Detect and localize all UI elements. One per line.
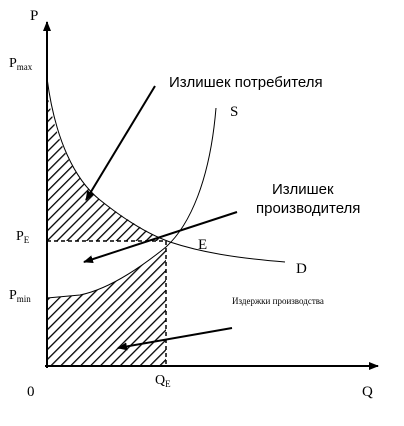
pmin-label-sub: min xyxy=(17,294,32,304)
pmax-label: Pmax xyxy=(9,56,33,72)
producer-surplus-label-line2: производителя xyxy=(256,200,360,217)
production-costs-label: Издержки производства xyxy=(232,296,324,306)
qe-label-sub: E xyxy=(165,379,171,389)
qe-label-main: Q xyxy=(155,373,165,388)
demand-curve xyxy=(46,77,286,263)
producer-surplus-arrow xyxy=(83,211,238,264)
production-costs-arrow xyxy=(117,327,233,351)
pe-label-main: P xyxy=(16,229,24,244)
pmax-label-main: P xyxy=(9,56,17,71)
supply-label: S xyxy=(230,104,238,120)
supply-curve xyxy=(46,107,217,299)
demand-label: D xyxy=(296,261,307,277)
pe-label-sub: E xyxy=(24,235,30,245)
pmin-label: Pmin xyxy=(9,288,31,304)
qe-label: QE xyxy=(155,373,171,389)
equilibrium-label: E xyxy=(198,237,207,253)
producer-surplus-label-line1: Излишек xyxy=(272,181,334,198)
consumer-surplus-label: Излишек потребителя xyxy=(169,74,323,91)
pe-label: PE xyxy=(16,229,30,245)
consumer-surplus-arrow xyxy=(85,85,156,201)
consumer-surplus-area xyxy=(47,92,165,241)
origin-label: 0 xyxy=(27,384,35,400)
pmin-label-main: P xyxy=(9,288,17,303)
production-costs-area xyxy=(47,247,166,366)
q-axis-label: Q xyxy=(362,384,373,400)
p-axis-label: P xyxy=(30,8,38,24)
pmax-label-sub: max xyxy=(17,62,33,72)
